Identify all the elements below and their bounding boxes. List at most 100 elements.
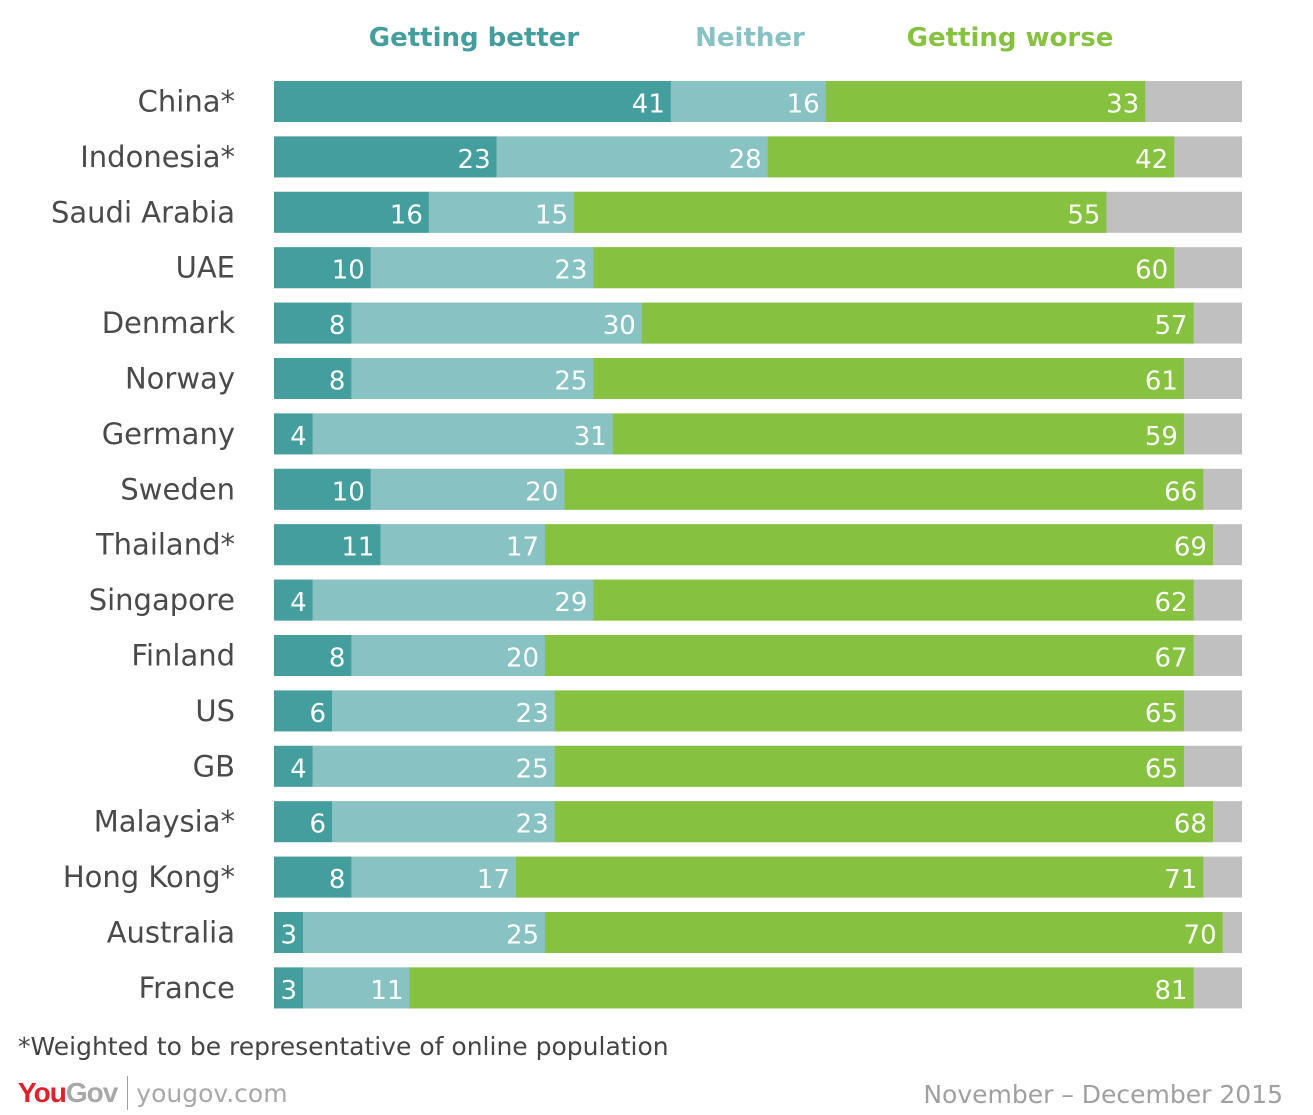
category-label: Norway bbox=[125, 362, 235, 396]
data-label: 23 bbox=[458, 145, 491, 175]
data-label: 8 bbox=[329, 644, 346, 674]
data-label: 68 bbox=[1174, 810, 1207, 840]
data-label: 3 bbox=[280, 921, 297, 951]
bar-segment-getting-better bbox=[274, 690, 333, 732]
data-label: 6 bbox=[310, 699, 327, 729]
bar-segment-getting-worse bbox=[825, 81, 1146, 122]
brand-url[interactable]: yougov.com bbox=[136, 1078, 288, 1108]
category-label: China* bbox=[138, 85, 235, 119]
data-label: 20 bbox=[506, 644, 539, 674]
bar-segment-neither bbox=[312, 413, 613, 455]
bar-segment-neither bbox=[332, 801, 555, 843]
data-label: 65 bbox=[1145, 699, 1178, 729]
bar-segment-getting-better bbox=[274, 81, 671, 122]
category-label: Germany bbox=[102, 417, 235, 451]
bar-segment-getting-better bbox=[274, 302, 352, 344]
legend-neither: Neither bbox=[695, 23, 805, 53]
bar-segment-neither bbox=[351, 635, 546, 676]
data-label: 23 bbox=[516, 810, 549, 840]
data-label: 69 bbox=[1174, 533, 1207, 563]
bar-segment-neither bbox=[370, 468, 565, 510]
bar-segment-neither bbox=[303, 967, 410, 1009]
data-label: 62 bbox=[1155, 588, 1188, 618]
bar-segment-getting-better bbox=[274, 358, 352, 399]
yougov-logo-gov: Gov bbox=[65, 1077, 118, 1108]
data-label: 30 bbox=[603, 311, 636, 341]
data-label: 71 bbox=[1164, 865, 1197, 895]
bar-segment-getting-better bbox=[274, 413, 313, 455]
bar-segment-neither bbox=[303, 912, 546, 953]
data-label: 66 bbox=[1164, 477, 1197, 507]
bar-segment-getting-worse bbox=[516, 856, 1204, 898]
data-label: 55 bbox=[1067, 200, 1100, 230]
data-label: 10 bbox=[332, 477, 365, 507]
data-label: 17 bbox=[506, 533, 539, 563]
bar-segment-getting-worse bbox=[554, 745, 1184, 787]
data-label: 61 bbox=[1145, 367, 1178, 397]
data-label: 8 bbox=[329, 367, 346, 397]
survey-date: November – December 2015 bbox=[923, 1080, 1283, 1109]
data-label: 60 bbox=[1135, 256, 1168, 286]
bar-segment-neither bbox=[370, 247, 594, 289]
data-label: 4 bbox=[290, 588, 307, 618]
data-label: 33 bbox=[1106, 90, 1139, 120]
bar-segment-getting-worse bbox=[593, 247, 1175, 289]
category-label: France bbox=[139, 971, 235, 1005]
data-label: 6 bbox=[310, 810, 327, 840]
bar-segment-getting-better bbox=[274, 579, 313, 621]
bar-segment-getting-worse bbox=[767, 136, 1175, 178]
data-label: 25 bbox=[516, 754, 549, 784]
data-label: 81 bbox=[1155, 976, 1188, 1006]
data-label: 25 bbox=[506, 921, 539, 951]
bar-segment-neither bbox=[351, 856, 516, 898]
bar-segment-getting-better bbox=[274, 745, 313, 787]
bar-segment-neither bbox=[351, 302, 642, 344]
footnote: *Weighted to be representative of online… bbox=[18, 1032, 669, 1061]
data-label: 65 bbox=[1145, 754, 1178, 784]
bar-segment-neither bbox=[351, 358, 594, 399]
data-label: 70 bbox=[1184, 921, 1217, 951]
bar-segment-getting-worse bbox=[641, 302, 1194, 344]
bar-segment-neither bbox=[312, 579, 594, 621]
data-label: 31 bbox=[574, 422, 607, 452]
data-label: 41 bbox=[632, 90, 665, 120]
bar-segment-getting-worse bbox=[574, 191, 1107, 233]
bar-segment-neither bbox=[428, 191, 575, 233]
category-label: UAE bbox=[176, 251, 235, 285]
data-label: 8 bbox=[329, 311, 346, 341]
data-label: 42 bbox=[1135, 145, 1168, 175]
bar-segment-getting-better bbox=[274, 912, 304, 953]
bar-segment-neither bbox=[380, 524, 546, 566]
bar-segment-neither bbox=[670, 81, 826, 122]
bar-segment-neither bbox=[332, 690, 555, 732]
category-label: Denmark bbox=[102, 306, 235, 340]
data-label: 23 bbox=[516, 699, 549, 729]
data-label: 10 bbox=[332, 256, 365, 286]
category-label: Sweden bbox=[120, 472, 235, 506]
bar-segment-getting-worse bbox=[593, 579, 1194, 621]
data-label: 20 bbox=[525, 477, 558, 507]
bar-segment-getting-worse bbox=[593, 358, 1184, 399]
bar-segment-getting-better bbox=[274, 524, 381, 566]
data-label: 4 bbox=[290, 422, 307, 452]
data-label: 17 bbox=[477, 865, 510, 895]
bar-segment-getting-better bbox=[274, 136, 497, 178]
bar-segment-getting-worse bbox=[554, 690, 1184, 732]
bar-segment-getting-worse bbox=[409, 967, 1194, 1009]
category-label: Saudi Arabia bbox=[51, 195, 235, 229]
bar-segment-getting-better bbox=[274, 468, 371, 510]
bar-segment-getting-worse bbox=[554, 801, 1213, 843]
data-label: 67 bbox=[1155, 644, 1188, 674]
bar-segment-getting-worse bbox=[564, 468, 1204, 510]
data-label: 11 bbox=[341, 533, 374, 563]
bar-segment-getting-better bbox=[274, 247, 371, 289]
category-label: US bbox=[195, 694, 235, 728]
bar-segment-getting-worse bbox=[545, 524, 1213, 566]
data-label: 28 bbox=[729, 145, 762, 175]
bar-segment-getting-worse bbox=[545, 635, 1194, 676]
category-label: Indonesia* bbox=[80, 140, 235, 174]
data-label: 11 bbox=[370, 976, 403, 1006]
brand: You Gov yougov.com bbox=[18, 1076, 288, 1110]
category-label: Hong Kong* bbox=[63, 860, 235, 894]
data-label: 15 bbox=[535, 200, 568, 230]
